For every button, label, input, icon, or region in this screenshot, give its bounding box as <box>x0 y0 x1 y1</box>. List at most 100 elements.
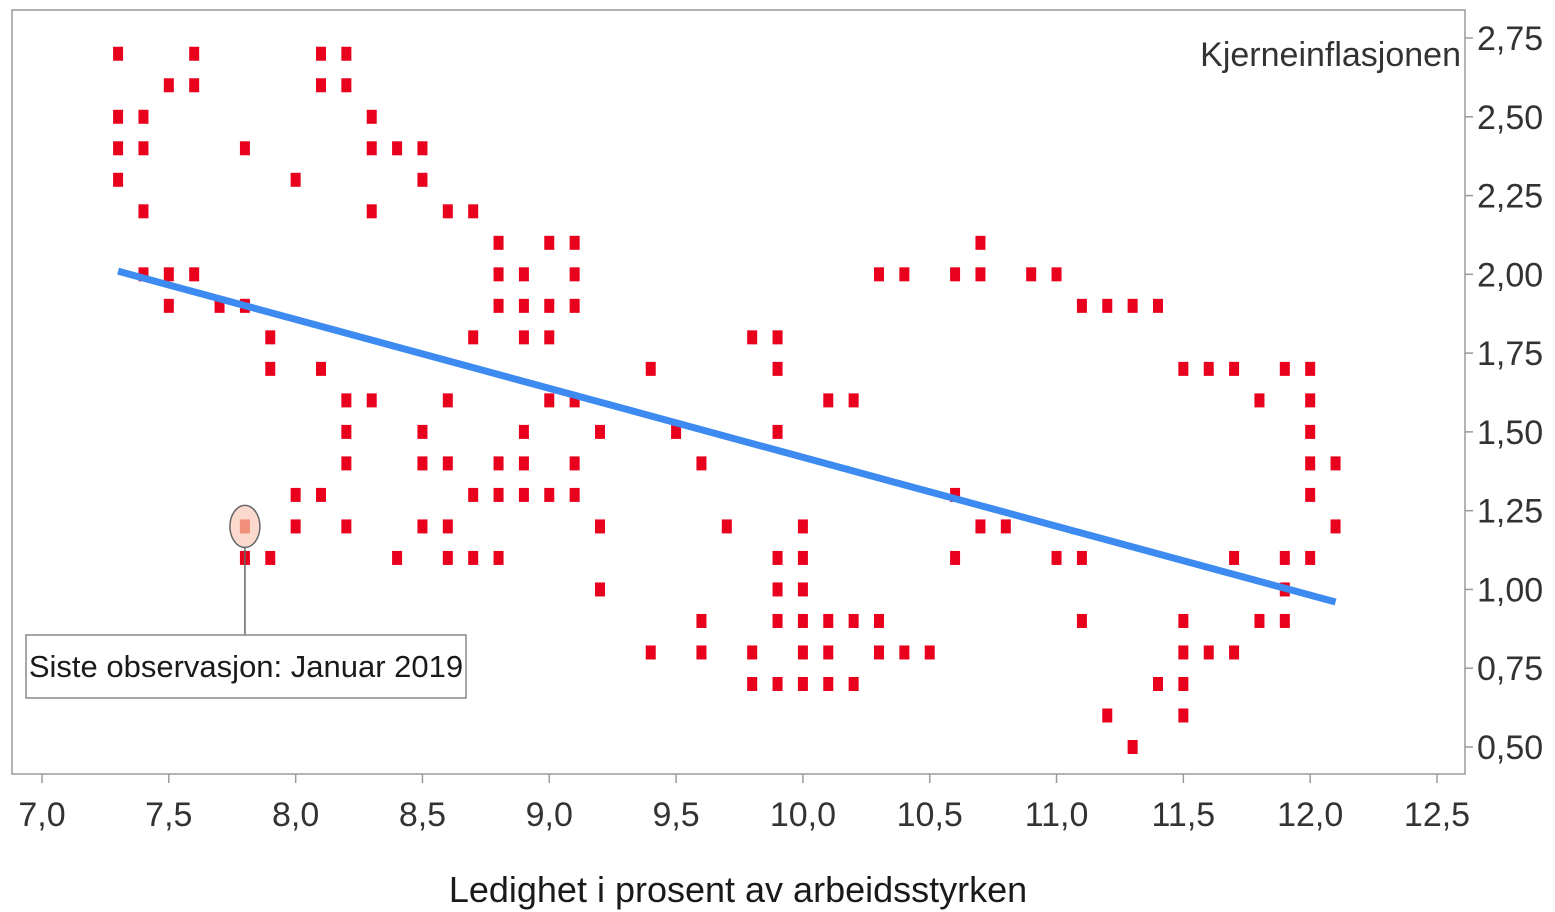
annotation-box <box>25 634 467 699</box>
data-point <box>595 582 605 597</box>
data-point <box>1076 298 1087 313</box>
data-point <box>544 487 555 502</box>
data-point <box>290 519 301 534</box>
data-point <box>569 298 580 313</box>
data-point <box>1203 361 1214 376</box>
data-point <box>442 204 453 219</box>
data-point <box>975 519 986 534</box>
data-point <box>163 267 174 282</box>
data-point <box>518 330 529 345</box>
annotation-text: Siste observasjon: Januar 2019 <box>29 649 463 684</box>
data-point <box>1279 550 1290 565</box>
annotation: Siste observasjon: Januar 2019 <box>25 547 467 699</box>
data-point <box>1102 708 1113 723</box>
x-tick-label: 7,0 <box>18 796 65 834</box>
data-point <box>1305 456 1316 471</box>
data-point <box>1254 613 1265 628</box>
data-point <box>341 78 352 93</box>
data-point <box>1127 298 1138 313</box>
data-point <box>341 46 352 61</box>
data-point <box>417 519 428 534</box>
data-point <box>721 519 732 534</box>
y-tick-label: 2,00 <box>1477 256 1543 294</box>
data-point <box>772 613 783 628</box>
x-tick-label: 10,5 <box>897 796 963 834</box>
y-tick-label: 1,00 <box>1477 571 1543 609</box>
data-point <box>1153 676 1163 691</box>
data-point <box>797 645 808 660</box>
data-point <box>899 267 910 282</box>
data-point <box>1229 550 1240 565</box>
data-point <box>1305 487 1316 502</box>
data-point <box>290 487 301 502</box>
y-tick-label: 0,50 <box>1477 729 1543 767</box>
data-point <box>493 456 504 471</box>
data-point <box>1279 613 1290 628</box>
data-point <box>417 456 428 471</box>
data-point <box>417 141 428 156</box>
x-axis: 7,0 7,5 8,0 8,5 9,0 9,5 10,0 10,5 11,0 11,5 12,0 12… <box>18 774 1470 834</box>
data-point <box>442 456 453 471</box>
data-point <box>797 582 808 597</box>
data-point <box>518 487 529 502</box>
data-point <box>569 456 580 471</box>
y-tick-label: 2,50 <box>1477 99 1543 137</box>
data-point <box>442 519 453 534</box>
data-point <box>493 267 504 282</box>
data-point <box>950 487 961 502</box>
y-tick-label: 0,75 <box>1477 650 1543 688</box>
data-point <box>163 298 174 313</box>
data-point <box>290 172 301 187</box>
data-point <box>595 519 605 534</box>
data-point <box>1153 298 1163 313</box>
data-point <box>696 613 707 628</box>
data-point <box>1330 456 1341 471</box>
data-point <box>265 550 276 565</box>
x-tick-label: 12,5 <box>1404 796 1470 834</box>
data-point <box>772 424 783 439</box>
data-point <box>1305 424 1316 439</box>
data-point <box>797 613 808 628</box>
data-point <box>468 204 479 219</box>
data-point <box>366 393 377 408</box>
x-tick-label: 8,5 <box>399 796 446 834</box>
data-point <box>113 109 124 124</box>
data-point <box>569 235 580 250</box>
data-point <box>696 645 707 660</box>
data-point <box>468 487 479 502</box>
data-point <box>1051 550 1062 565</box>
y-tick-label: 1,25 <box>1477 493 1543 531</box>
data-points <box>113 46 1341 754</box>
data-point <box>1330 519 1341 534</box>
data-point <box>189 267 200 282</box>
data-point <box>1229 645 1240 660</box>
x-tick-label: 9,5 <box>652 796 699 834</box>
data-point <box>518 298 529 313</box>
data-point <box>772 361 783 376</box>
data-point <box>316 487 326 502</box>
data-point <box>823 613 834 628</box>
data-point <box>696 456 707 471</box>
data-point <box>544 298 555 313</box>
data-point <box>645 361 656 376</box>
data-point <box>950 267 961 282</box>
data-point <box>138 267 149 282</box>
trend-line <box>117 267 1337 606</box>
data-point <box>518 424 529 439</box>
data-point <box>772 550 783 565</box>
data-point <box>366 109 377 124</box>
data-point <box>874 267 884 282</box>
data-point <box>772 330 783 345</box>
x-tick-label: 11,5 <box>1152 796 1216 834</box>
data-point <box>113 141 124 156</box>
data-point <box>316 78 326 93</box>
data-point <box>366 141 377 156</box>
y-tick-label: 2,25 <box>1477 178 1543 216</box>
x-tick-label: 7,5 <box>145 796 192 834</box>
data-point <box>493 235 504 250</box>
data-point <box>1305 393 1316 408</box>
data-point <box>595 424 605 439</box>
data-point <box>1178 676 1189 691</box>
data-point <box>823 676 834 691</box>
